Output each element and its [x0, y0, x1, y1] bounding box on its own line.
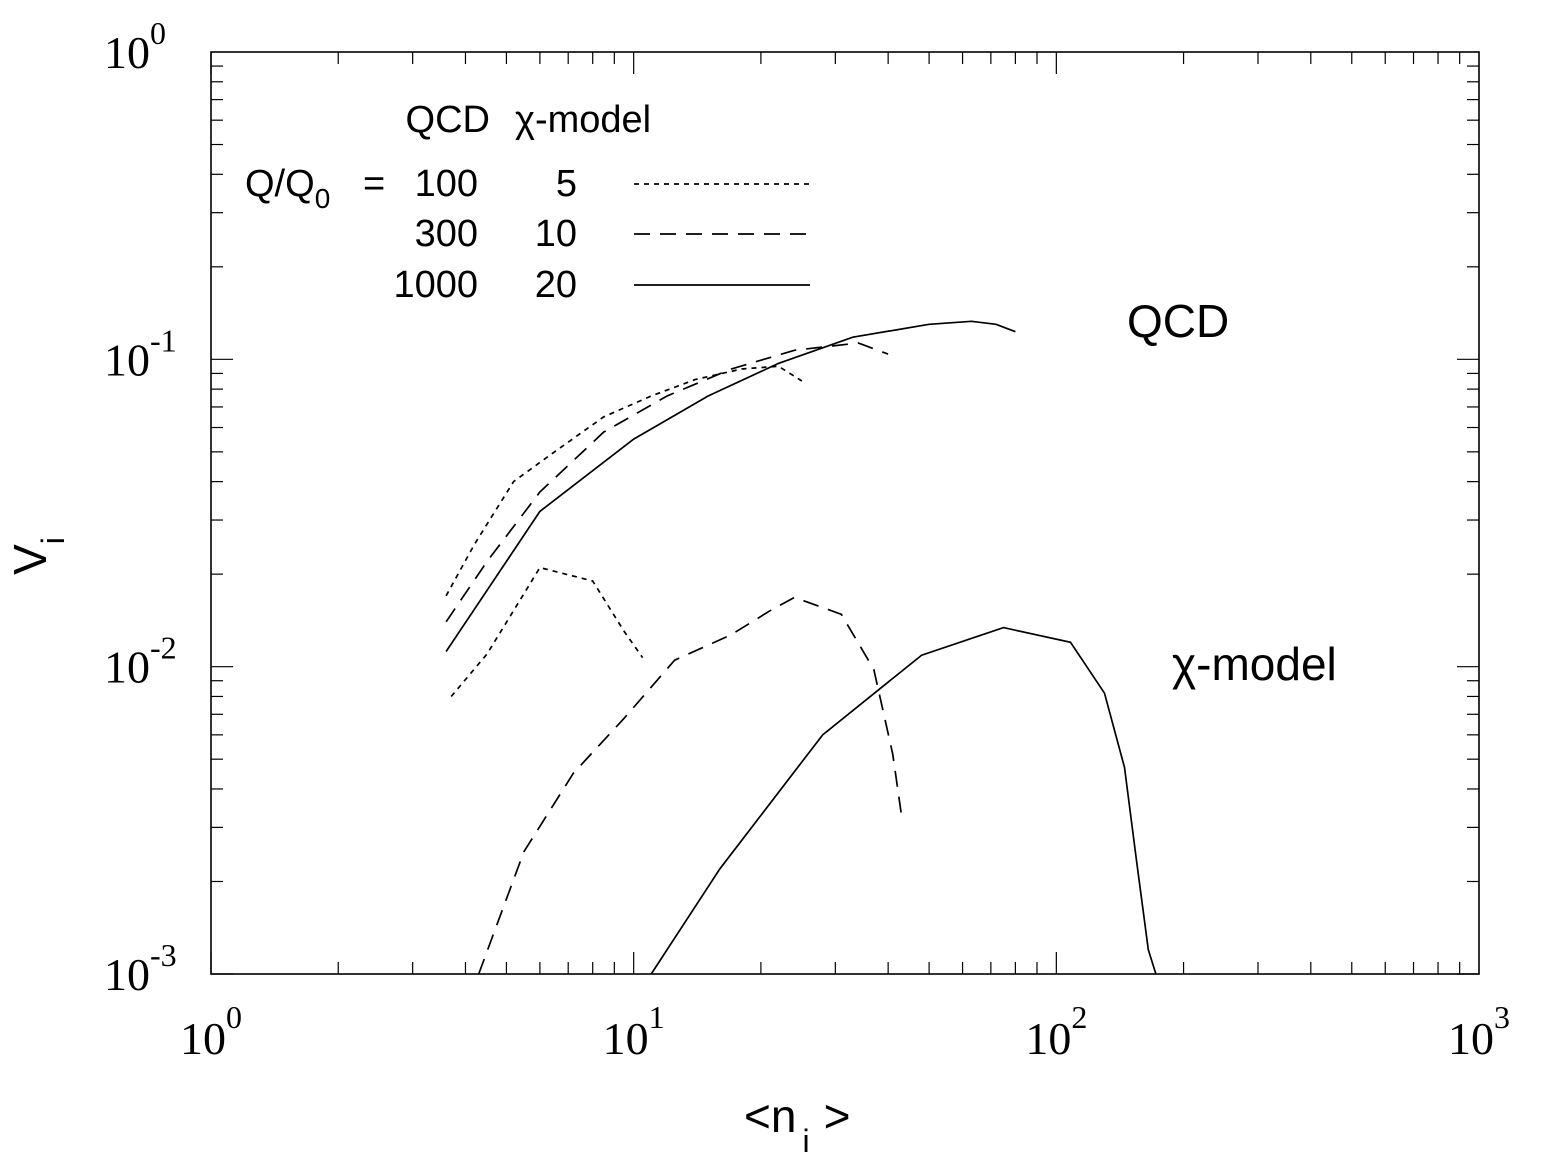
y-tick-label: 10-1 — [104, 322, 177, 385]
chi-series-dashed — [477, 596, 903, 975]
legend-header-qcd: QCD — [406, 99, 490, 141]
legend-qcd-value: 1000 — [393, 264, 478, 306]
legend-chi-value: 10 — [535, 213, 577, 255]
legend-chi-value: 20 — [535, 264, 577, 306]
series-layer — [445, 320, 1157, 975]
y-tick-label: 10-3 — [104, 937, 177, 1000]
chi-series-dotted — [450, 566, 644, 698]
axis-labels: <n i > Vi — [4, 537, 850, 1159]
annotation-chi: χ-model — [1172, 638, 1337, 690]
x-axis-label: <n i > — [744, 1090, 850, 1159]
legend-qcd-value: 100 — [415, 163, 478, 205]
legend-qcd-value: 300 — [415, 213, 478, 255]
legend-header-chi: χ-model — [515, 99, 651, 141]
x-tick-label: 100 — [180, 999, 242, 1064]
legend-param-label: Q/Q0 — [245, 163, 330, 214]
x-tick-label: 102 — [1025, 999, 1087, 1064]
tick-labels: 100 101 102 103 10-3 10-2 10-1 100 — [104, 15, 1510, 1064]
y-axis-label: Vi — [4, 537, 71, 575]
legend-chi-value: 5 — [556, 163, 577, 205]
chi-series-solid — [650, 626, 1157, 975]
legend-param-eq: = — [363, 163, 385, 205]
x-tick-label: 101 — [603, 999, 665, 1064]
x-tick-label: 103 — [1448, 999, 1510, 1064]
minor-ticks — [210, 52, 1479, 975]
qcd-series-solid — [445, 320, 1016, 652]
qcd-series-dotted — [445, 365, 803, 597]
legend: QCD χ-model Q/Q0 = 100 5 300 10 1000 20 — [245, 99, 810, 306]
plot-frame — [210, 51, 1480, 975]
y-tick-label: 100 — [104, 15, 166, 78]
annotation-qcd: QCD — [1127, 295, 1229, 347]
y-tick-label: 10-2 — [104, 630, 177, 693]
annotations: QCD χ-model — [1127, 295, 1337, 690]
qcd-series-dashed — [445, 342, 889, 623]
